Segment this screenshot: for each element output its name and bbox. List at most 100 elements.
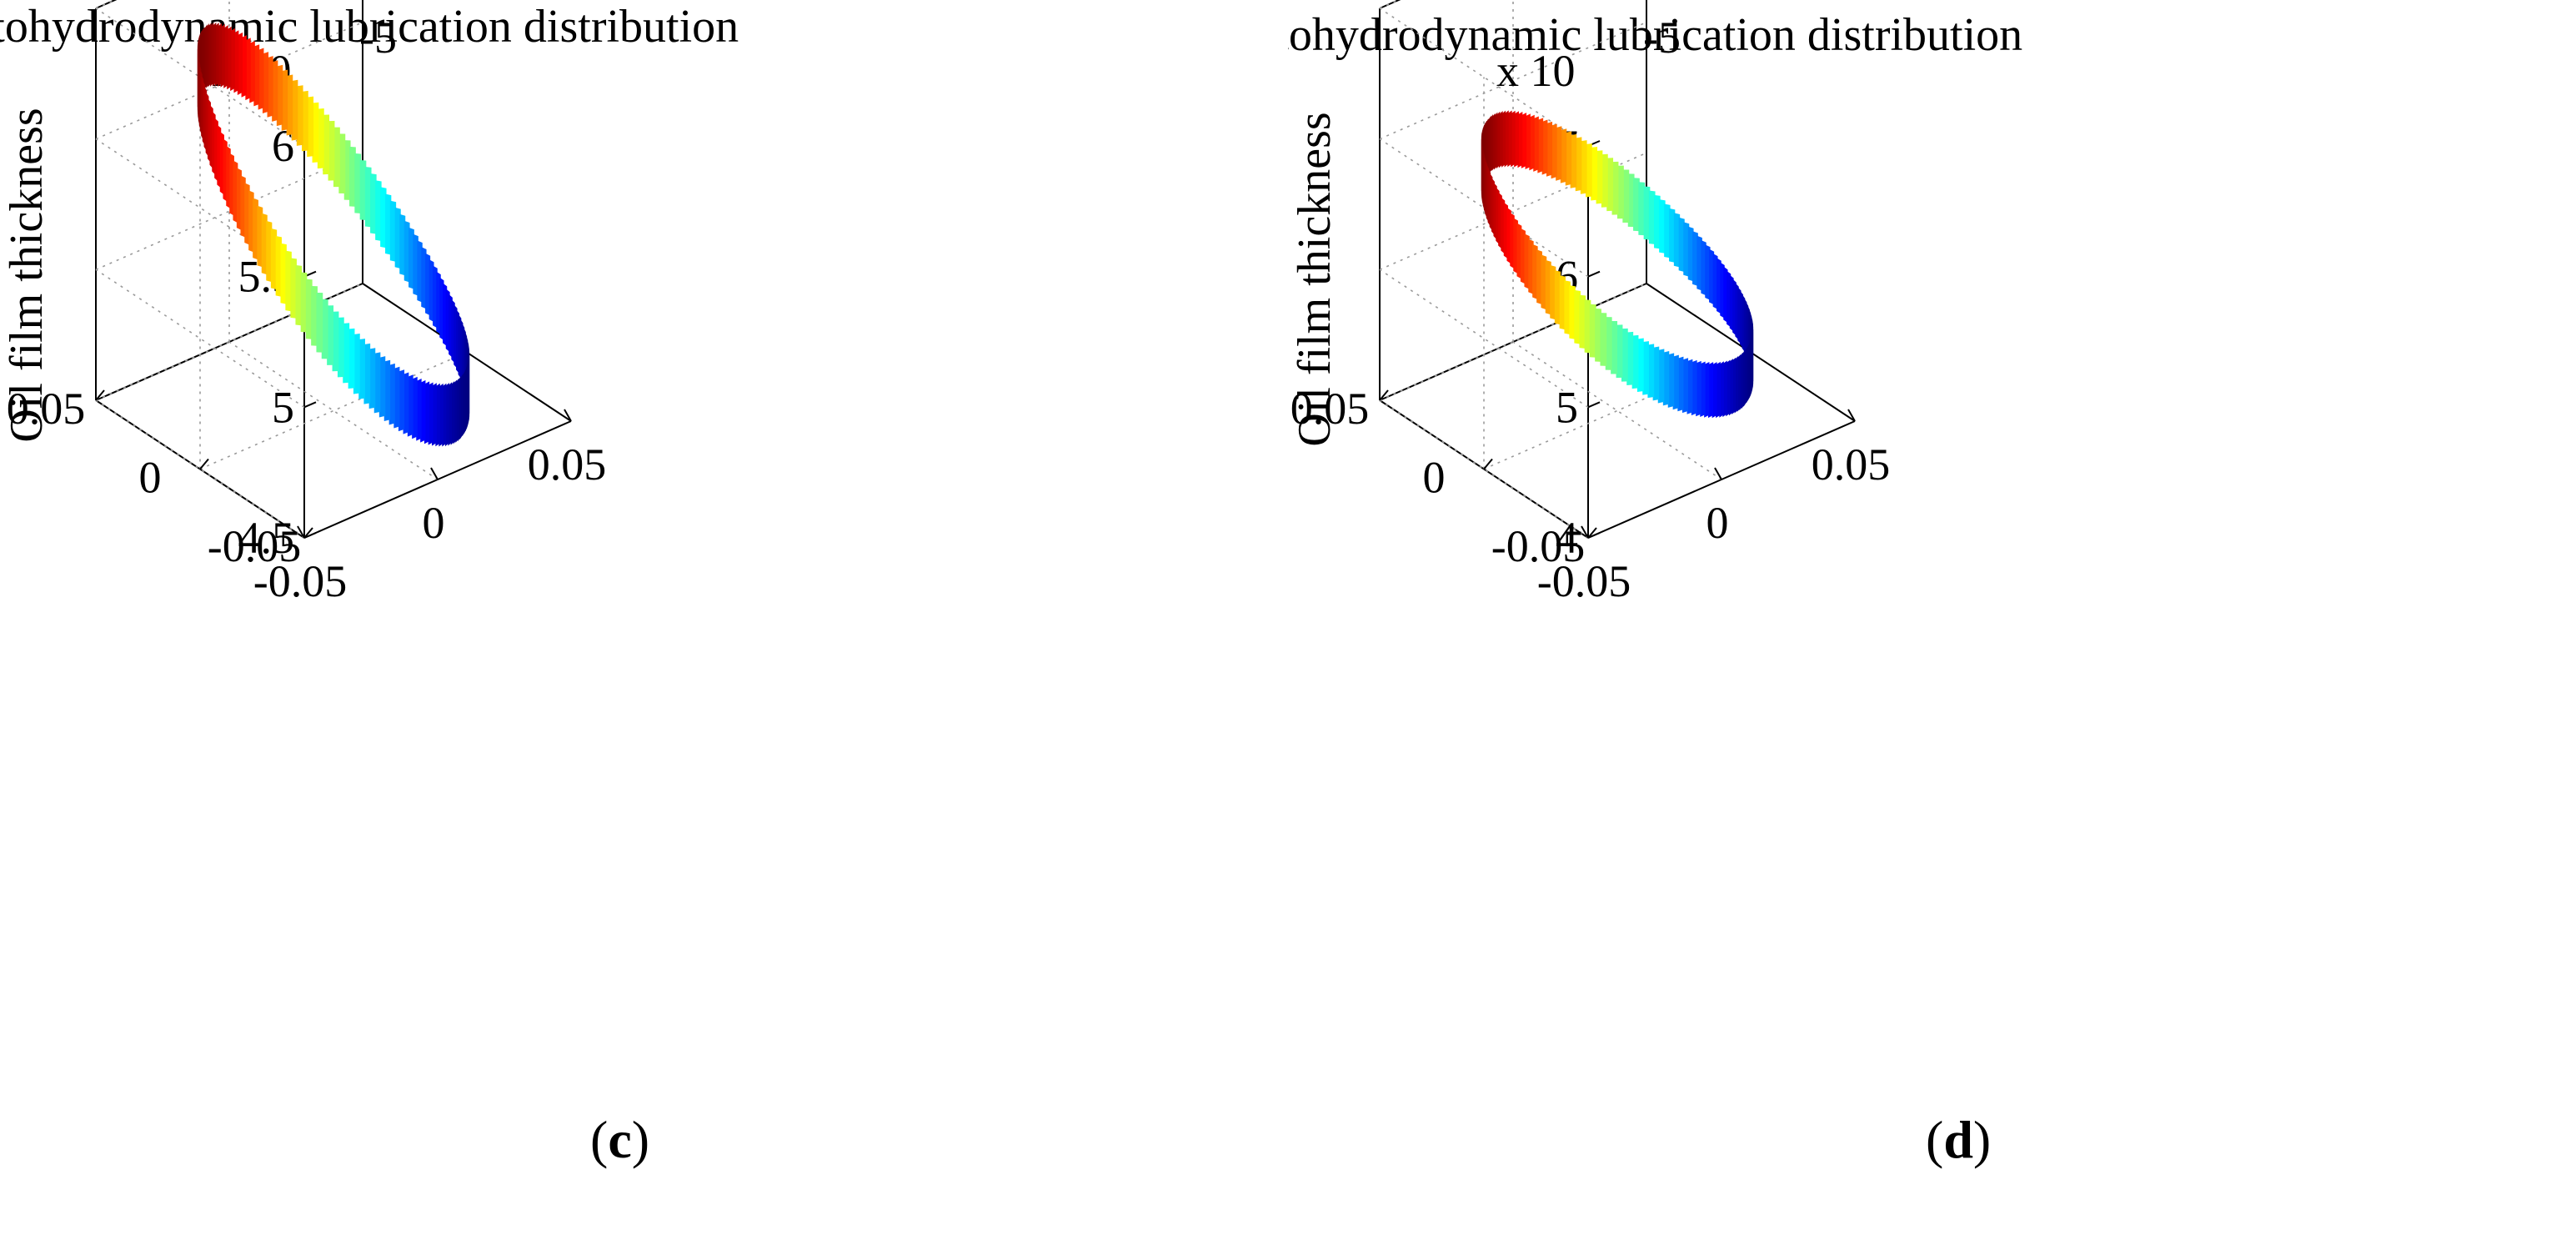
ring-segment xyxy=(321,299,328,359)
ring-segment xyxy=(1501,110,1506,168)
ring-segment xyxy=(393,366,400,429)
ring-segment xyxy=(1648,190,1656,244)
ring-segment xyxy=(333,127,340,188)
ring-segment xyxy=(375,180,382,241)
ring-segment xyxy=(1627,173,1635,228)
ring-segment xyxy=(223,25,228,88)
chart-title: Elastohydrodynamic lubrication distribut… xyxy=(1288,9,2022,61)
ring-segment xyxy=(1691,359,1697,416)
ring-segment xyxy=(261,213,268,275)
x-tick-label: 0 xyxy=(1706,498,1729,548)
ring-segment xyxy=(1672,354,1679,410)
ring-segment xyxy=(1564,280,1571,335)
ring-segment xyxy=(1536,249,1542,305)
caption-d: (d) xyxy=(1926,1110,1992,1169)
ring-segment xyxy=(1580,140,1587,194)
z-scale-exponent: -5 xyxy=(1643,13,1681,63)
ring-segment xyxy=(281,69,288,131)
x-tick xyxy=(1714,467,1722,480)
ring-segment xyxy=(327,305,334,365)
ring-segment xyxy=(373,352,381,414)
y-tick xyxy=(1587,527,1597,539)
ring-segment xyxy=(1621,328,1628,382)
ring-segment xyxy=(1550,264,1556,320)
ring-segment xyxy=(1514,111,1519,168)
ring-segment xyxy=(241,35,247,98)
ring-segment xyxy=(1622,169,1630,223)
ring-segment xyxy=(1696,235,1702,291)
ring-segment xyxy=(280,243,287,304)
ring-segment xyxy=(1616,324,1623,379)
x-tick xyxy=(430,467,439,480)
ring-segment xyxy=(1533,116,1539,172)
ring-segment xyxy=(1638,182,1646,236)
ring-segment xyxy=(1574,289,1581,344)
ring-segment xyxy=(323,114,330,175)
ring-segment xyxy=(1633,178,1640,232)
ring-segment xyxy=(1517,111,1523,168)
ring-segment xyxy=(383,359,391,422)
ring-segment xyxy=(291,79,298,141)
ring-segment xyxy=(1504,110,1509,168)
ring-segment xyxy=(1696,360,1701,417)
y-tick xyxy=(1379,389,1389,401)
ring-segment xyxy=(1507,110,1512,168)
ring-segment xyxy=(353,334,360,394)
ring-segment xyxy=(1525,113,1531,169)
x-tick-label: -0.05 xyxy=(1537,556,1631,606)
ring-segment xyxy=(1652,346,1660,401)
ring-segment xyxy=(403,220,410,283)
ring-segment xyxy=(1642,341,1649,395)
ring-segment xyxy=(368,348,376,409)
ring-segment xyxy=(1537,118,1544,173)
ring-segment xyxy=(311,285,318,346)
ring-segment xyxy=(1626,331,1634,386)
y-tick xyxy=(199,458,209,470)
ring-segment xyxy=(220,23,225,88)
ring-segment xyxy=(1560,128,1567,183)
ring-segment xyxy=(348,328,355,389)
ring-segment xyxy=(1677,356,1684,412)
caption-d-letter: d xyxy=(1943,1110,1973,1169)
ring-segment xyxy=(1596,150,1603,204)
x-tick xyxy=(297,525,305,539)
z-tick-label: 5 xyxy=(1556,382,1578,432)
ring-segment xyxy=(364,166,372,228)
ring-segment xyxy=(1616,165,1624,219)
z-tick xyxy=(303,532,317,539)
ring-segment xyxy=(1569,285,1576,339)
ring-segment xyxy=(1541,119,1548,175)
ring-segment xyxy=(1669,208,1676,263)
ring-segment xyxy=(1546,121,1553,177)
ring-segment xyxy=(1529,114,1535,171)
ring-segment xyxy=(312,102,319,163)
ring-segment xyxy=(1611,161,1619,215)
ring-segment xyxy=(214,23,219,87)
z-tick-label: 5 xyxy=(272,382,294,432)
ring-segment xyxy=(388,363,395,425)
ring-segment xyxy=(1687,226,1694,282)
x-tick xyxy=(1847,409,1856,422)
ring-segment xyxy=(253,44,260,107)
ring-segment xyxy=(1600,313,1607,366)
ring-segment xyxy=(317,108,324,169)
x-tick xyxy=(1581,525,1589,539)
ring-segment xyxy=(305,279,313,339)
ring-segment xyxy=(363,343,371,404)
ring-segment xyxy=(237,32,243,95)
y-tick-label: -0.05 xyxy=(208,521,301,571)
ring-segment xyxy=(385,193,392,255)
ring-segment xyxy=(399,213,406,276)
ring-segment xyxy=(218,23,223,87)
chart-title: Elastohydrodynamic lubrication distribut… xyxy=(0,1,739,53)
ring-segment xyxy=(403,372,409,434)
y-tick-label: -0.05 xyxy=(1491,521,1585,571)
ring-segment xyxy=(1511,110,1516,168)
ring-segment xyxy=(354,153,362,214)
x-tick-label: -0.05 xyxy=(253,556,347,606)
ring-segment xyxy=(1554,270,1561,325)
ring-segment xyxy=(290,258,297,319)
ring-segment xyxy=(1586,143,1592,198)
ring-segment xyxy=(1541,254,1547,310)
ring-segment xyxy=(1521,113,1527,168)
